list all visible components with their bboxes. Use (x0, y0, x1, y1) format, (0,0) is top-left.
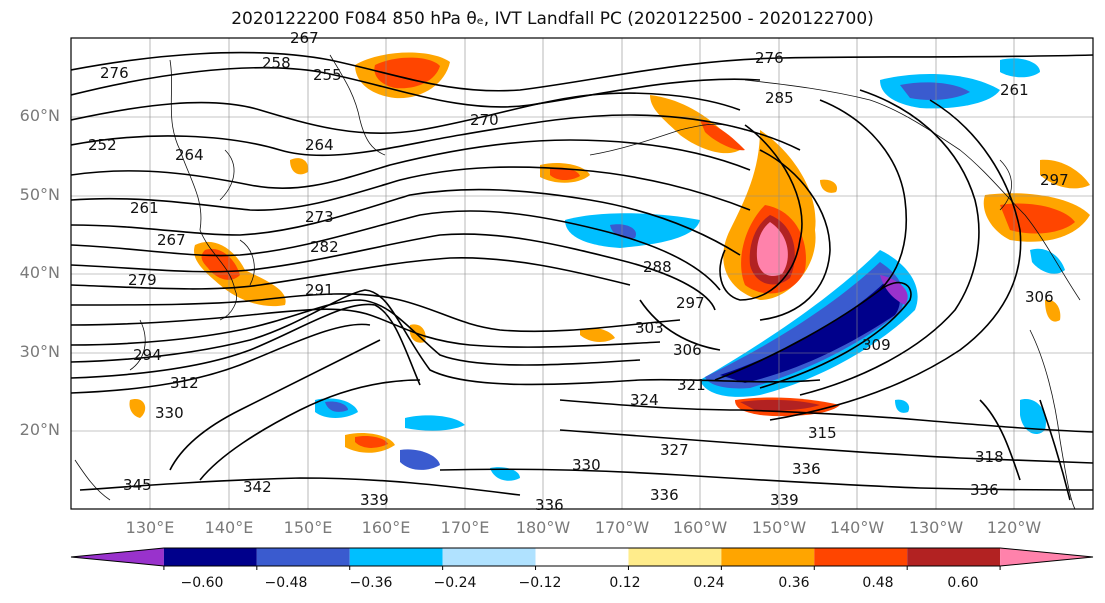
colorbar-extend-min (71, 548, 164, 566)
contour-label: 336 (792, 460, 821, 478)
positive-anomaly-core (756, 222, 788, 277)
contour-label: 255 (313, 66, 342, 84)
lon-label: 170°E (440, 518, 490, 537)
contour-label: 330 (155, 404, 184, 422)
lon-label: 140°E (204, 518, 254, 537)
lat-label: 40°N (19, 263, 60, 282)
contour-label: 291 (305, 281, 334, 299)
colorbar-tick-label: 0.12 (609, 575, 641, 591)
negative-anomaly-region (705, 262, 904, 389)
colorbar-tick-label: −0.48 (264, 575, 308, 591)
lon-label: 170°W (594, 518, 650, 537)
contour-label: 252 (88, 136, 117, 154)
contour-label: 270 (470, 111, 499, 129)
theta-e-contours (71, 51, 1093, 501)
contour-label: 258 (262, 54, 291, 72)
coastlines (74, 54, 1081, 509)
contour-label: 342 (243, 478, 272, 496)
contour-label: 315 (808, 424, 837, 442)
contour-label: 339 (360, 491, 389, 509)
contour-label: 336 (970, 481, 999, 499)
colorbar (70, 547, 1094, 570)
lon-label: 160°W (672, 518, 728, 537)
lon-label: 120°W (986, 518, 1042, 537)
contour-label: 273 (305, 208, 334, 226)
colorbar-segment (349, 548, 443, 566)
colorbar-segment (535, 548, 629, 566)
colorbar-tick-label: −0.12 (518, 575, 562, 591)
contour-label: 288 (643, 258, 672, 276)
contour-label: 306 (673, 341, 702, 359)
colorbar-tick-label: −0.24 (433, 575, 477, 591)
lon-label: 150°W (751, 518, 807, 537)
map-frame (70, 37, 1094, 510)
colorbar-segment (163, 548, 257, 566)
contour-label: 264 (175, 146, 204, 164)
lon-label: 140°W (829, 518, 885, 537)
contour-label: 297 (676, 294, 705, 312)
contour-label: 297 (1040, 171, 1069, 189)
contour-label: 336 (535, 496, 564, 514)
lon-label: 150°E (283, 518, 333, 537)
contour-label: 303 (635, 319, 664, 337)
contour-label: 276 (755, 49, 784, 67)
contour-label: 324 (630, 391, 659, 409)
lon-label: 180°W (515, 518, 571, 537)
contour-label: 339 (770, 491, 799, 509)
colorbar-segment (907, 548, 1001, 566)
colorbar-segment (256, 548, 350, 566)
colorbar-tick-label: 0.60 (947, 575, 979, 591)
lat-label: 30°N (19, 342, 60, 361)
lat-label: 20°N (19, 420, 60, 439)
ivt-shading-layer (129, 52, 1090, 481)
contour-label: 330 (572, 456, 601, 474)
lon-label: 130°E (125, 518, 175, 537)
map-title: 2020122200 F084 850 hPa θₑ, IVT Landfall… (231, 9, 874, 29)
contour-label: 282 (310, 238, 339, 256)
contour-label: 294 (133, 346, 162, 364)
lon-label: 130°W (908, 518, 964, 537)
colorbar-tick-label: −0.36 (349, 575, 393, 591)
lat-label: 50°N (19, 185, 60, 204)
contour-label: 261 (130, 199, 159, 217)
contour-label: 267 (157, 231, 186, 249)
contour-label: 309 (862, 336, 891, 354)
contour-label: 312 (170, 374, 199, 392)
colorbar-tick-label: 0.36 (778, 575, 810, 591)
contour-label: 321 (677, 376, 706, 394)
colorbar-extend-max (1000, 548, 1093, 566)
contour-label: 276 (100, 64, 129, 82)
contour-label: 261 (1000, 81, 1029, 99)
contour-label: 264 (305, 136, 334, 154)
contour-label: 345 (123, 476, 152, 494)
colorbar-segment (628, 548, 722, 566)
colorbar-segment (814, 548, 908, 566)
contour-label: 318 (975, 448, 1004, 466)
colorbar-segment (721, 548, 815, 566)
lat-label: 60°N (19, 106, 60, 125)
contour-label: 306 (1025, 288, 1054, 306)
colorbar-tick-label: −0.60 (180, 575, 224, 591)
contour-label: 336 (650, 486, 679, 504)
lon-label: 160°E (361, 518, 411, 537)
contour-label: 279 (128, 271, 157, 289)
contour-label: 285 (765, 89, 794, 107)
colorbar-tick-label: 0.48 (862, 575, 894, 591)
contour-label: 327 (660, 441, 689, 459)
colorbar-tick-label: 0.24 (693, 575, 725, 591)
colorbar-segment (442, 548, 536, 566)
